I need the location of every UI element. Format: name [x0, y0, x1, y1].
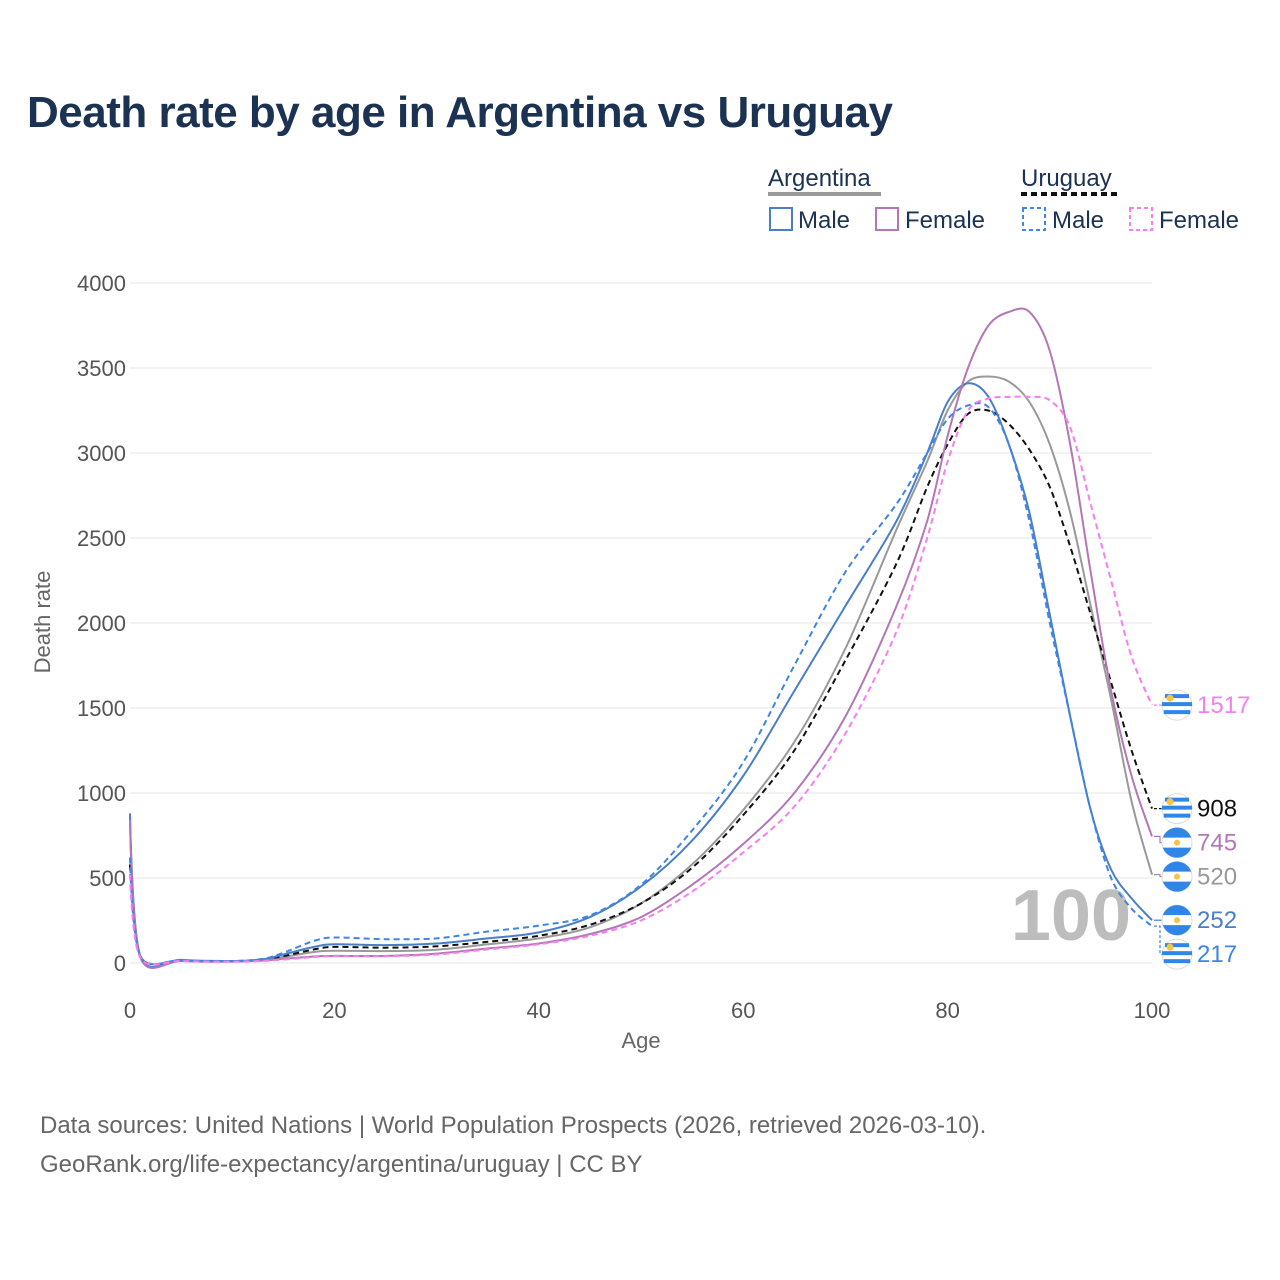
footer-credit[interactable]: GeoRank.org/life-expectancy/argentina/ur… [40, 1151, 643, 1178]
end-labels: 1517 908 745 520 252 217 [1154, 689, 1250, 970]
y-axis-title: Death rate [30, 571, 55, 674]
legend-argentina-female-swatch[interactable] [875, 207, 899, 231]
series-line-argentina-female[interactable] [129, 307, 1153, 969]
end-label-argentina-total: 520 [1154, 861, 1237, 893]
legend[interactable]: Argentina Uruguay Male Female Male Femal… [768, 165, 1239, 234]
watermark: 100 [1011, 876, 1131, 956]
end-label-uruguay-male: 217 [1154, 925, 1237, 970]
uruguay-flag-icon [1161, 689, 1193, 721]
legend-uruguay-male-label[interactable]: Male [1052, 207, 1104, 234]
series-line-uruguay-female[interactable] [129, 395, 1153, 966]
legend-uruguay-male-swatch[interactable] [1022, 207, 1046, 231]
legend-uruguay-title[interactable]: Uruguay [1021, 165, 1112, 192]
y-tick-label: 2500 [77, 526, 126, 551]
end-value-label: 1517 [1197, 692, 1250, 719]
end-label-uruguay-total: 908 [1154, 793, 1237, 825]
x-axis-ticks: 0 20 40 60 80 100 [124, 998, 1170, 1023]
x-tick-label: 60 [731, 998, 755, 1023]
x-tick-label: 80 [935, 998, 959, 1023]
legend-argentina-male-label[interactable]: Male [798, 207, 850, 234]
y-axis-ticks: 0 500 1000 1500 2000 2500 3000 3500 4000 [77, 271, 126, 976]
legend-argentina-female-label[interactable]: Female [905, 207, 985, 234]
footer: Data sources: United Nations | World Pop… [40, 1106, 986, 1184]
x-tick-label: 0 [124, 998, 136, 1023]
y-tick-label: 2000 [77, 611, 126, 636]
x-axis-title: Age [621, 1028, 660, 1053]
series-lines [129, 307, 1153, 969]
end-value-label: 252 [1197, 907, 1237, 934]
series-line-argentina-male[interactable] [129, 382, 1153, 968]
y-tick-label: 3500 [77, 356, 126, 381]
y-tick-label: 1500 [77, 696, 126, 721]
y-tick-label: 4000 [77, 271, 126, 296]
y-tick-label: 3000 [77, 441, 126, 466]
uruguay-flag-icon [1161, 793, 1193, 825]
end-value-label: 217 [1197, 941, 1237, 968]
y-tick-label: 0 [114, 951, 126, 976]
series-line-uruguay-total[interactable] [129, 408, 1153, 966]
x-tick-label: 100 [1134, 998, 1171, 1023]
end-label-argentina-female: 745 [1154, 827, 1237, 859]
end-value-label: 520 [1197, 864, 1237, 891]
grid [130, 282, 1152, 964]
argentina-flag-icon [1161, 904, 1193, 936]
series-line-uruguay-male[interactable] [129, 402, 1153, 966]
legend-uruguay-female-label[interactable]: Female [1159, 207, 1239, 234]
series-line-argentina-total[interactable] [129, 375, 1153, 969]
end-label-argentina-male: 252 [1154, 904, 1237, 936]
end-label-uruguay-female: 1517 [1154, 689, 1250, 721]
footer-source: Data sources: United Nations | World Pop… [40, 1112, 987, 1139]
y-tick-label: 1000 [77, 781, 126, 806]
x-tick-label: 40 [527, 998, 551, 1023]
end-value-label: 908 [1197, 796, 1237, 823]
argentina-flag-icon [1161, 861, 1193, 893]
legend-uruguay-female-swatch[interactable] [1129, 207, 1153, 231]
argentina-flag-icon [1161, 827, 1193, 859]
legend-argentina-male-swatch[interactable] [769, 207, 793, 231]
uruguay-flag-icon [1161, 938, 1193, 970]
legend-argentina-title[interactable]: Argentina [768, 165, 871, 192]
y-tick-label: 500 [89, 866, 126, 891]
x-tick-label: 20 [322, 998, 346, 1023]
chart-title: Death rate by age in Argentina vs Urugua… [27, 88, 893, 137]
end-value-label: 745 [1197, 830, 1237, 857]
